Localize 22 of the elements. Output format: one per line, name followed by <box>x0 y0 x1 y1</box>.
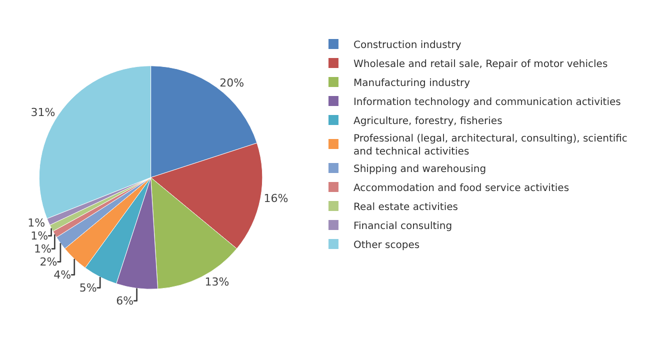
legend-label: Agriculture, forestry, fisheries <box>353 116 502 127</box>
legend-label: Financial consulting <box>353 220 452 232</box>
legend-label: Professional (legal, architectural, consulting), scientific and technical activities <box>353 133 628 158</box>
legend-label: Wholesale and retail sale, Repair of motor vehicles <box>353 58 608 70</box>
data-label: 2% <box>40 255 58 268</box>
legend-label: Information technology and communication activities <box>353 96 621 108</box>
data-label: 4% <box>54 268 72 282</box>
legend-label: Real estate activities <box>353 202 458 213</box>
data-label: 13% <box>204 276 230 289</box>
data-label: 1% <box>28 216 46 230</box>
data-label: 1% <box>34 242 52 256</box>
data-label: 1% <box>30 229 48 242</box>
legend-label: Accommodation and food service activities <box>353 182 570 194</box>
legend-label: Shipping and warehousing <box>353 164 486 175</box>
data-label: 31% <box>30 106 56 120</box>
legend-label: Manufacturing industry <box>353 78 470 89</box>
data-label: 6% <box>116 294 134 308</box>
legend-label: Construction industry <box>353 40 462 51</box>
data-label: 5% <box>79 281 97 294</box>
data-label: 16% <box>264 192 288 206</box>
data-label: 20% <box>220 76 244 90</box>
legend-label: Other scopes <box>353 240 420 251</box>
